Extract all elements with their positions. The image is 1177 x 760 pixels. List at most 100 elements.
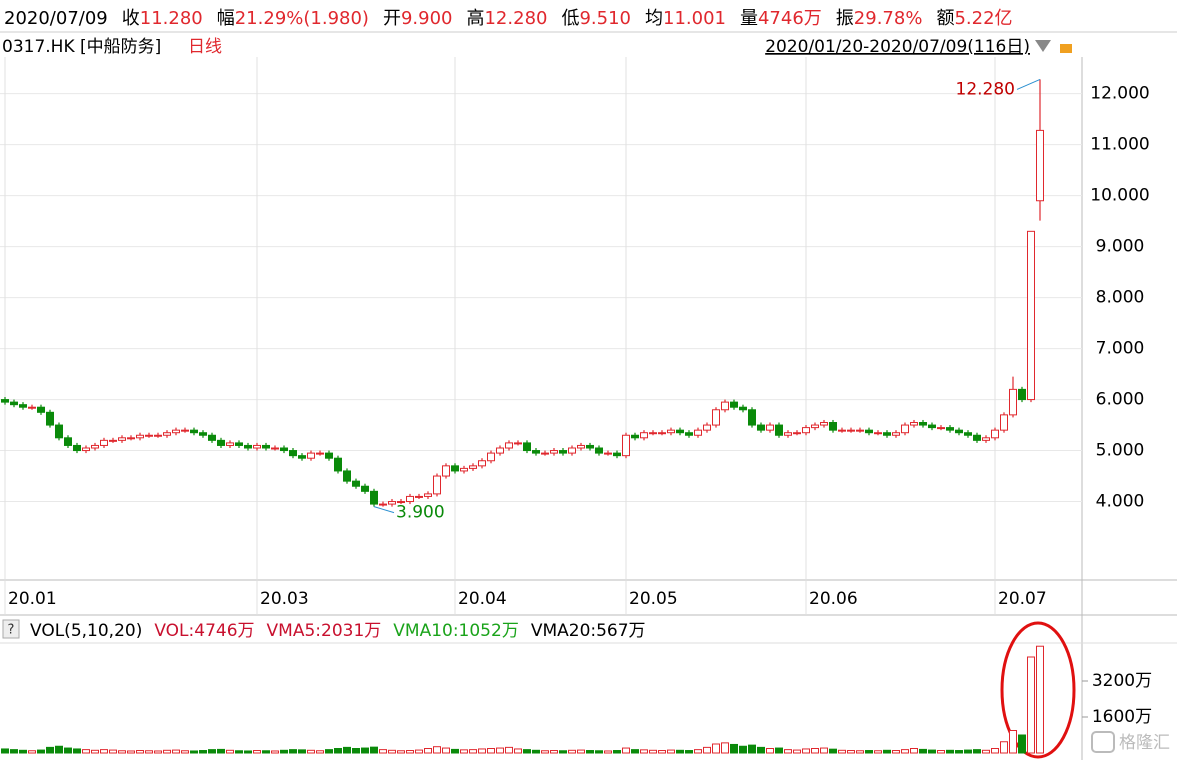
candle-body (478, 460, 486, 467)
volume-bar (874, 750, 882, 754)
volume-bar (640, 749, 648, 754)
volume-bar (406, 750, 414, 754)
volume-bar (217, 748, 225, 754)
candle-body (244, 444, 252, 449)
candle-body (163, 432, 171, 436)
candle-body (937, 427, 945, 430)
volume-bar (118, 750, 126, 754)
volume-bar (1, 748, 9, 754)
candle-body (100, 439, 108, 446)
candle-body (55, 424, 63, 439)
candle-body (784, 432, 792, 436)
volume-bar (226, 749, 234, 754)
candle-body (694, 429, 702, 436)
y-tick-label: 11.000 (1090, 135, 1149, 155)
candle-body (82, 447, 90, 452)
volume-bar (424, 748, 432, 754)
volume-bar (649, 749, 657, 754)
volume-bar (1027, 656, 1035, 754)
candle-body (982, 437, 990, 441)
volume-bar (703, 746, 711, 754)
volume-bar (721, 742, 729, 754)
candle-body (361, 485, 369, 492)
y-tick-label: 4.000 (1096, 492, 1145, 512)
help-button[interactable] (2, 619, 20, 639)
y-tick-label: 8.000 (1096, 288, 1145, 308)
candle-body (280, 447, 288, 452)
volume-bar (631, 749, 639, 754)
candle-body (928, 424, 936, 429)
volume-bar (253, 750, 261, 754)
candle-body (523, 442, 531, 452)
volume-bar (829, 748, 837, 754)
help-icon[interactable]: ? (8, 623, 15, 638)
candle-body (775, 424, 783, 436)
candle-body (190, 429, 198, 434)
candle-body (856, 429, 864, 432)
volume-bar (442, 747, 450, 754)
date-range[interactable]: 2020/01/20-2020/07/09(116日) (765, 37, 1030, 57)
candle-body (433, 475, 441, 495)
volume-bar (181, 750, 189, 754)
volume-bar (784, 749, 792, 754)
candle-body (334, 457, 342, 472)
volume-bar (1009, 730, 1017, 754)
volume-bar (622, 747, 630, 754)
lock-icon[interactable] (1060, 44, 1072, 53)
volume-bar (955, 750, 963, 754)
candle-body (559, 450, 567, 454)
candle-body (622, 434, 630, 457)
volume-bar (163, 749, 171, 754)
volume-legend: VMA10:1052万 (393, 621, 519, 641)
field-label: 幅 (216, 8, 235, 29)
candle-body (154, 434, 162, 437)
candle-body (388, 501, 396, 505)
field-label: 额 (936, 8, 955, 29)
volume-bar (892, 750, 900, 754)
volume-bar (199, 750, 207, 754)
candle-body (271, 447, 279, 450)
volume-bar (235, 750, 243, 754)
field-value: 12.280 (484, 8, 548, 29)
candle-body (298, 455, 306, 459)
stock-code: 0317.HK [中船防务] (2, 37, 161, 57)
volume-bar (208, 749, 216, 754)
y-tick-label: 9.000 (1096, 237, 1145, 257)
candle-body (415, 495, 423, 498)
candle-body (613, 452, 621, 457)
candle-body (199, 432, 207, 436)
field-label: 均 (645, 8, 663, 29)
candle-body (46, 411, 54, 426)
volume-bar (739, 745, 747, 754)
field-value: 11.001 (663, 8, 726, 29)
volume-bar (793, 749, 801, 754)
volume-bar (1000, 741, 1008, 754)
candle-body (577, 444, 585, 449)
candle-body (10, 401, 18, 406)
volume-bar (136, 750, 144, 754)
candle-body (109, 439, 117, 442)
candle-body (847, 429, 855, 432)
volume-bar (415, 749, 423, 754)
volume-bar (712, 743, 720, 754)
dropdown-icon[interactable] (1035, 40, 1051, 52)
candle-body (973, 434, 981, 441)
candle-body (820, 422, 828, 426)
volume-bar (820, 747, 828, 754)
candle-body (91, 444, 99, 449)
field-label: 量 (739, 8, 758, 29)
volume-bar (847, 750, 855, 754)
volume-bar (397, 750, 405, 754)
volume-bar (469, 749, 477, 754)
candle-body (307, 452, 315, 459)
volume-bar (190, 750, 198, 754)
volume-bar (694, 749, 702, 754)
candle-body (379, 503, 387, 506)
candle-body (217, 439, 225, 446)
candle-body (505, 442, 513, 449)
volume-bar (460, 749, 468, 754)
x-tick-label: 20.07 (998, 589, 1047, 609)
field-label: 高 (466, 8, 485, 29)
candle-body (604, 452, 612, 455)
volume-bar (766, 748, 774, 754)
